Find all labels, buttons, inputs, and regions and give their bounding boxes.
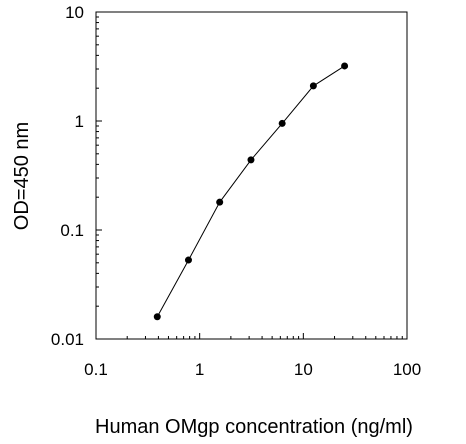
y-tick-label: 0.01 [51,330,84,349]
x-axis-label: Human OMgp concentration (ng/ml) [95,416,413,438]
x-tick-label: 10 [294,360,313,379]
data-point [309,82,317,90]
x-tick-label: 1 [195,360,204,379]
series-line [156,65,345,318]
data-point [184,256,192,264]
data-point [247,156,255,164]
x-tick-label: 0.1 [84,360,108,379]
data-point [216,198,224,206]
y-tick-label: 0.1 [60,221,84,240]
x-tick-label: 100 [393,360,421,379]
data-point [278,119,286,127]
y-tick-label: 1 [75,112,84,131]
series-group [153,62,349,321]
data-point [153,313,161,321]
plot-frame [95,11,408,340]
y-axis-label: OD=450 nm [11,122,33,230]
data-point [341,62,349,70]
y-tick-label: 10 [65,3,84,22]
